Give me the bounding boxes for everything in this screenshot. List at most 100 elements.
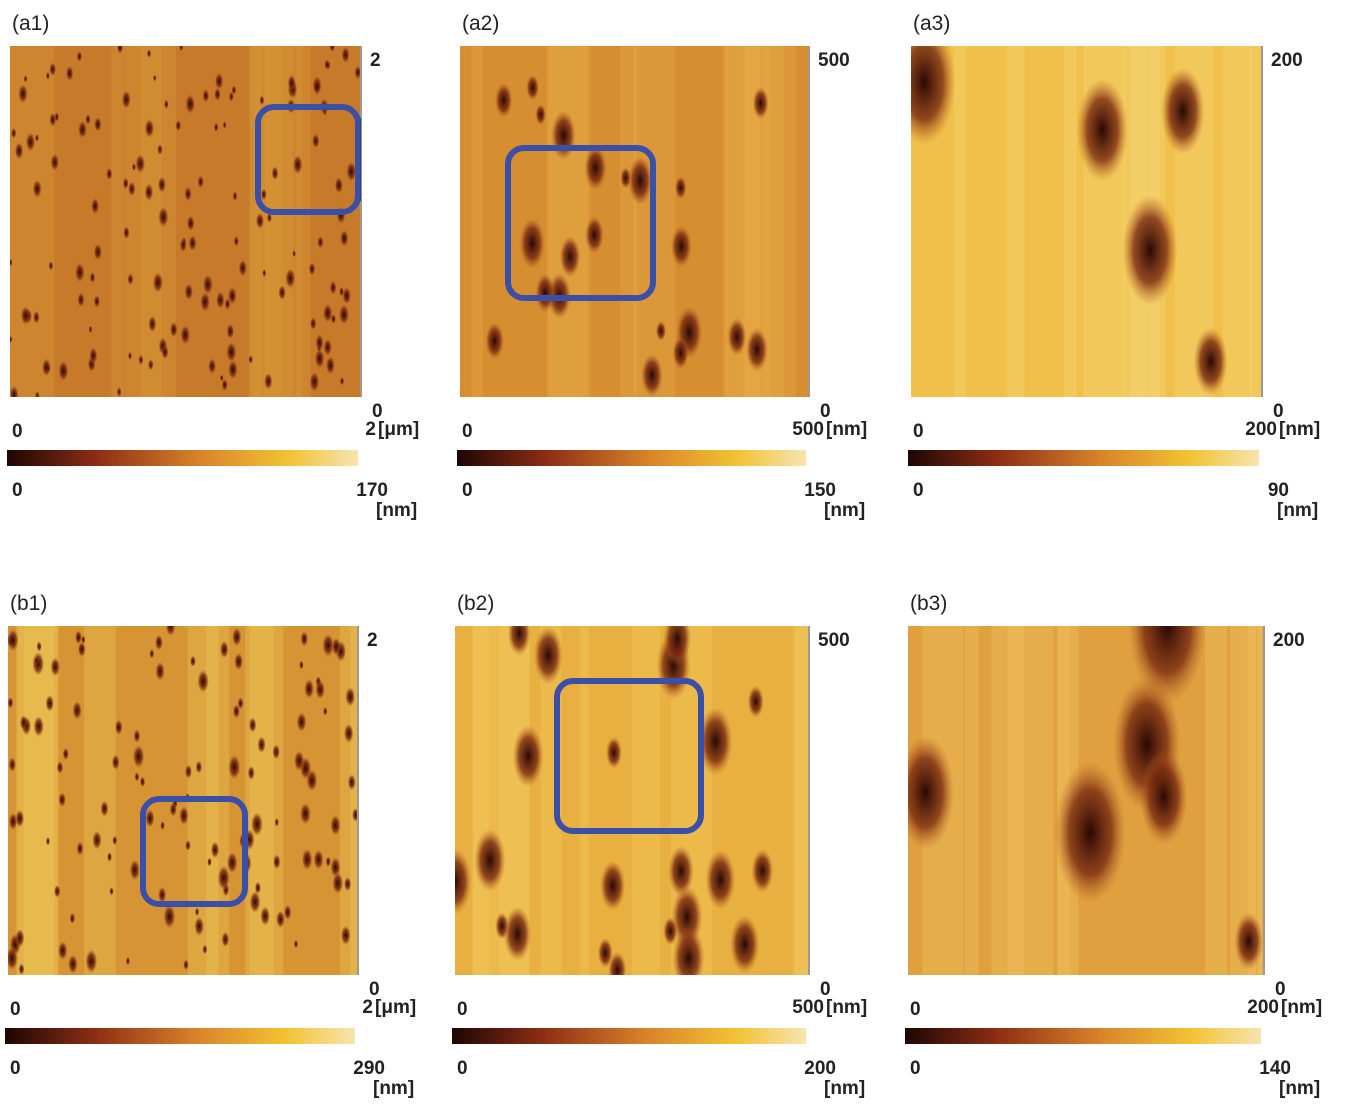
pit	[1194, 327, 1228, 395]
pit	[57, 761, 64, 774]
pit	[91, 198, 99, 214]
pit	[49, 62, 56, 76]
afm-image	[6, 616, 391, 975]
pit	[135, 772, 140, 782]
pit	[526, 75, 539, 101]
panel-label: (b1)	[10, 592, 47, 615]
pit	[197, 175, 204, 188]
pit	[753, 87, 769, 119]
pit	[730, 915, 759, 974]
pit	[66, 66, 74, 81]
pit	[49, 113, 56, 127]
pit	[294, 940, 298, 949]
pit	[1234, 912, 1263, 970]
pit	[85, 949, 97, 973]
pit	[344, 877, 351, 891]
streak	[245, 626, 274, 975]
pit	[310, 317, 316, 330]
pit	[671, 225, 692, 267]
xy-unit: [nm]	[826, 419, 867, 440]
figure: (a1)2002[μm]0170[nm](a2)50000500[nm]0150…	[0, 0, 1352, 1099]
colorbar	[457, 450, 806, 466]
pit	[1128, 548, 1206, 704]
pit	[170, 802, 177, 816]
x-min-label: 0	[457, 999, 468, 1020]
pit	[42, 358, 51, 376]
pit	[608, 952, 626, 989]
pit	[513, 725, 544, 787]
pit	[33, 311, 40, 324]
pit	[147, 49, 151, 58]
pit	[185, 764, 192, 778]
pit	[228, 360, 238, 380]
panel-label: (b3)	[910, 592, 947, 615]
pit	[112, 836, 117, 846]
pit	[100, 800, 108, 816]
pit	[9, 813, 18, 830]
pit	[656, 321, 666, 342]
y-max-label: 2	[370, 50, 381, 71]
pit	[77, 292, 84, 307]
pit	[315, 680, 325, 699]
streak	[793, 626, 836, 975]
pit	[285, 268, 295, 288]
colorbar-min: 0	[12, 480, 23, 501]
pit	[196, 761, 203, 774]
pit	[748, 686, 764, 718]
pit	[15, 142, 24, 160]
pit	[10, 386, 19, 404]
pit	[495, 83, 513, 118]
pit	[294, 750, 304, 771]
pit	[297, 712, 307, 732]
x-min-label: 0	[10, 999, 21, 1020]
pit	[551, 110, 576, 160]
pit	[232, 85, 237, 95]
pit	[9, 757, 16, 772]
streak	[1205, 626, 1227, 975]
pit	[50, 657, 60, 676]
pit	[340, 377, 344, 386]
pit	[208, 358, 216, 374]
colorbar	[5, 1028, 355, 1044]
pit	[187, 215, 195, 231]
pit	[149, 649, 154, 659]
streak	[16, 626, 58, 975]
pit	[519, 218, 545, 269]
streak	[10, 46, 54, 397]
pit	[145, 119, 155, 138]
pit	[313, 78, 321, 95]
y-max-label: 200	[1273, 630, 1305, 651]
pit	[262, 269, 266, 277]
pit	[220, 641, 229, 659]
colorbar	[7, 450, 358, 466]
pit	[271, 166, 278, 180]
pit	[233, 191, 238, 201]
pit	[302, 848, 313, 870]
pit	[166, 616, 176, 636]
colorbar-unit: [nm]	[1277, 500, 1318, 521]
pit	[284, 905, 292, 920]
pit	[158, 176, 166, 193]
pit	[183, 959, 188, 970]
streak	[350, 626, 391, 975]
panel-label: (a2)	[462, 12, 499, 35]
pit	[234, 236, 239, 247]
pit	[34, 656, 38, 665]
pit	[504, 906, 531, 961]
streak	[964, 626, 978, 975]
streak	[548, 46, 590, 397]
panel: (a2)50000500[nm]0150[nm]	[457, 12, 867, 521]
x-min-label: 0	[910, 999, 921, 1020]
pit	[90, 272, 96, 283]
y-max-label: 2	[367, 630, 378, 651]
x-min-label: 0	[12, 421, 23, 442]
pit	[129, 859, 140, 880]
pit	[24, 75, 28, 83]
pit	[260, 906, 270, 926]
pit	[127, 273, 133, 285]
panel-label: (a3)	[913, 12, 950, 35]
pit	[81, 635, 85, 644]
pit	[148, 359, 154, 370]
pit	[112, 754, 120, 770]
pit	[207, 858, 211, 867]
